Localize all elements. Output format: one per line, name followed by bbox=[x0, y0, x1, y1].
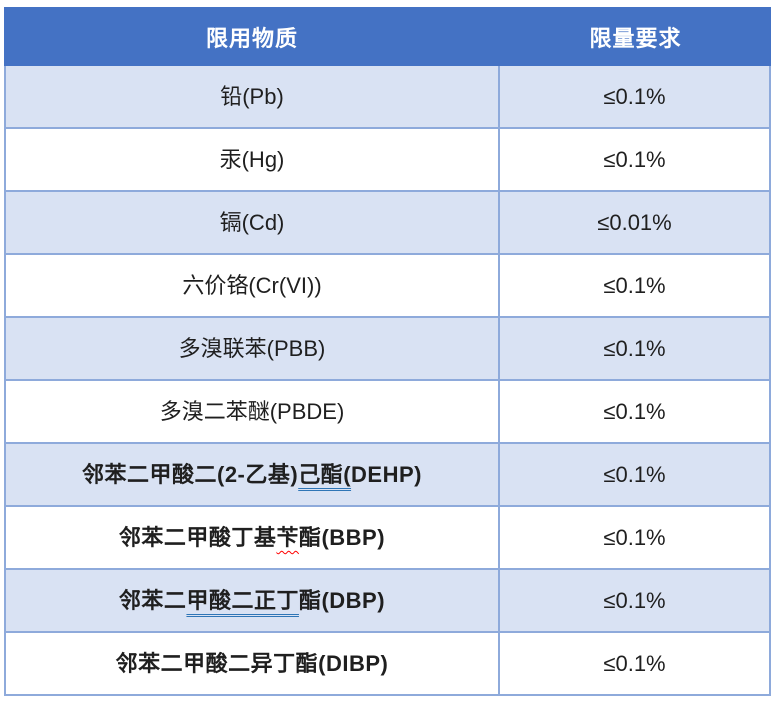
substance-text-segment: 多溴联苯(PBB) bbox=[178, 335, 326, 361]
substance-text-segment: 邻苯二甲酸丁基 bbox=[118, 524, 277, 550]
table-row: 邻苯二甲酸二(2-乙基) 己酯(DEHP) ≤0.1% bbox=[6, 442, 769, 505]
column-header-limit: 限量要求 bbox=[589, 25, 682, 51]
substance-cell: 多溴二苯醚(PBDE) bbox=[6, 381, 500, 442]
substance-text-segment: 汞(Hg) bbox=[219, 146, 285, 172]
substance-text-segment: 多溴二苯醚(PBDE) bbox=[159, 398, 345, 424]
limit-cell: ≤0.1% bbox=[603, 272, 666, 298]
table-row: 铅(Pb) ≤0.1% bbox=[6, 66, 769, 127]
restricted-substances-table: 限用物质 限量要求 铅(Pb) ≤0.1% 汞(Hg) ≤0.1% 镉(Cd) … bbox=[4, 7, 771, 696]
substance-cell: 六价铬(Cr(VI)) bbox=[6, 255, 500, 316]
limit-cell: ≤0.1% bbox=[603, 587, 666, 613]
limit-cell: ≤0.1% bbox=[603, 524, 666, 550]
table-row: 六价铬(Cr(VI)) ≤0.1% bbox=[6, 253, 769, 316]
substance-text-segment: 镉(Cd) bbox=[219, 209, 285, 235]
limit-cell: ≤0.1% bbox=[603, 398, 666, 424]
substance-text-segment: 铅(Pb) bbox=[220, 83, 284, 109]
limit-cell: ≤0.1% bbox=[603, 650, 666, 676]
substance-cell: 铅(Pb) bbox=[6, 66, 500, 127]
limit-cell: ≤0.1% bbox=[603, 83, 666, 109]
limit-cell: ≤0.1% bbox=[603, 461, 666, 487]
substance-cell: 汞(Hg) bbox=[6, 129, 500, 190]
table-body: 铅(Pb) ≤0.1% 汞(Hg) ≤0.1% 镉(Cd) ≤0.01% 六价铬… bbox=[4, 66, 771, 696]
substance-text-segment: 酯(DBP) bbox=[298, 587, 386, 613]
substance-cell: 邻苯二 甲酸二正丁 酯(DBP) bbox=[6, 570, 500, 631]
substance-text-segment: 甲酸二正丁 bbox=[186, 587, 299, 613]
limit-cell: ≤0.1% bbox=[603, 335, 666, 361]
limit-cell: ≤0.01% bbox=[597, 209, 672, 235]
substance-cell: 多溴联苯(PBB) bbox=[6, 318, 500, 379]
table-row: 多溴联苯(PBB) ≤0.1% bbox=[6, 316, 769, 379]
substance-text-segment: 六价铬(Cr(VI)) bbox=[182, 272, 322, 298]
substance-cell: 镉(Cd) bbox=[6, 192, 500, 253]
substance-cell: 邻苯二甲酸二(2-乙基) 己酯(DEHP) bbox=[6, 444, 500, 505]
substance-text-segment: 邻苯二甲酸二(2-乙基) bbox=[82, 461, 299, 487]
substance-text-segment: DEHP) bbox=[351, 461, 422, 487]
table-header-row: 限用物质 限量要求 bbox=[4, 7, 771, 66]
substance-text-segment: 酯(BBP) bbox=[298, 524, 386, 550]
table-row: 汞(Hg) ≤0.1% bbox=[6, 127, 769, 190]
table-row: 邻苯二甲酸二异丁酯(DIBP) ≤0.1% bbox=[6, 631, 769, 694]
substance-cell: 邻苯二甲酸丁基苄酯(BBP) bbox=[6, 507, 500, 568]
table-row: 邻苯二甲酸丁基苄酯(BBP) ≤0.1% bbox=[6, 505, 769, 568]
substance-text-segment: 邻苯二 bbox=[118, 587, 187, 613]
substance-cell: 邻苯二甲酸二异丁酯(DIBP) bbox=[6, 633, 500, 694]
substance-text-segment: 苄 bbox=[276, 524, 299, 550]
table-row: 多溴二苯醚(PBDE) ≤0.1% bbox=[6, 379, 769, 442]
table-row: 镉(Cd) ≤0.01% bbox=[6, 190, 769, 253]
table-row: 邻苯二 甲酸二正丁 酯(DBP) ≤0.1% bbox=[6, 568, 769, 631]
column-header-substance: 限用物质 bbox=[205, 25, 298, 51]
substance-text-segment: 己酯( bbox=[298, 461, 352, 487]
limit-cell: ≤0.1% bbox=[603, 146, 666, 172]
substance-text-segment: 邻苯二甲酸二异丁酯(DIBP) bbox=[115, 650, 389, 676]
